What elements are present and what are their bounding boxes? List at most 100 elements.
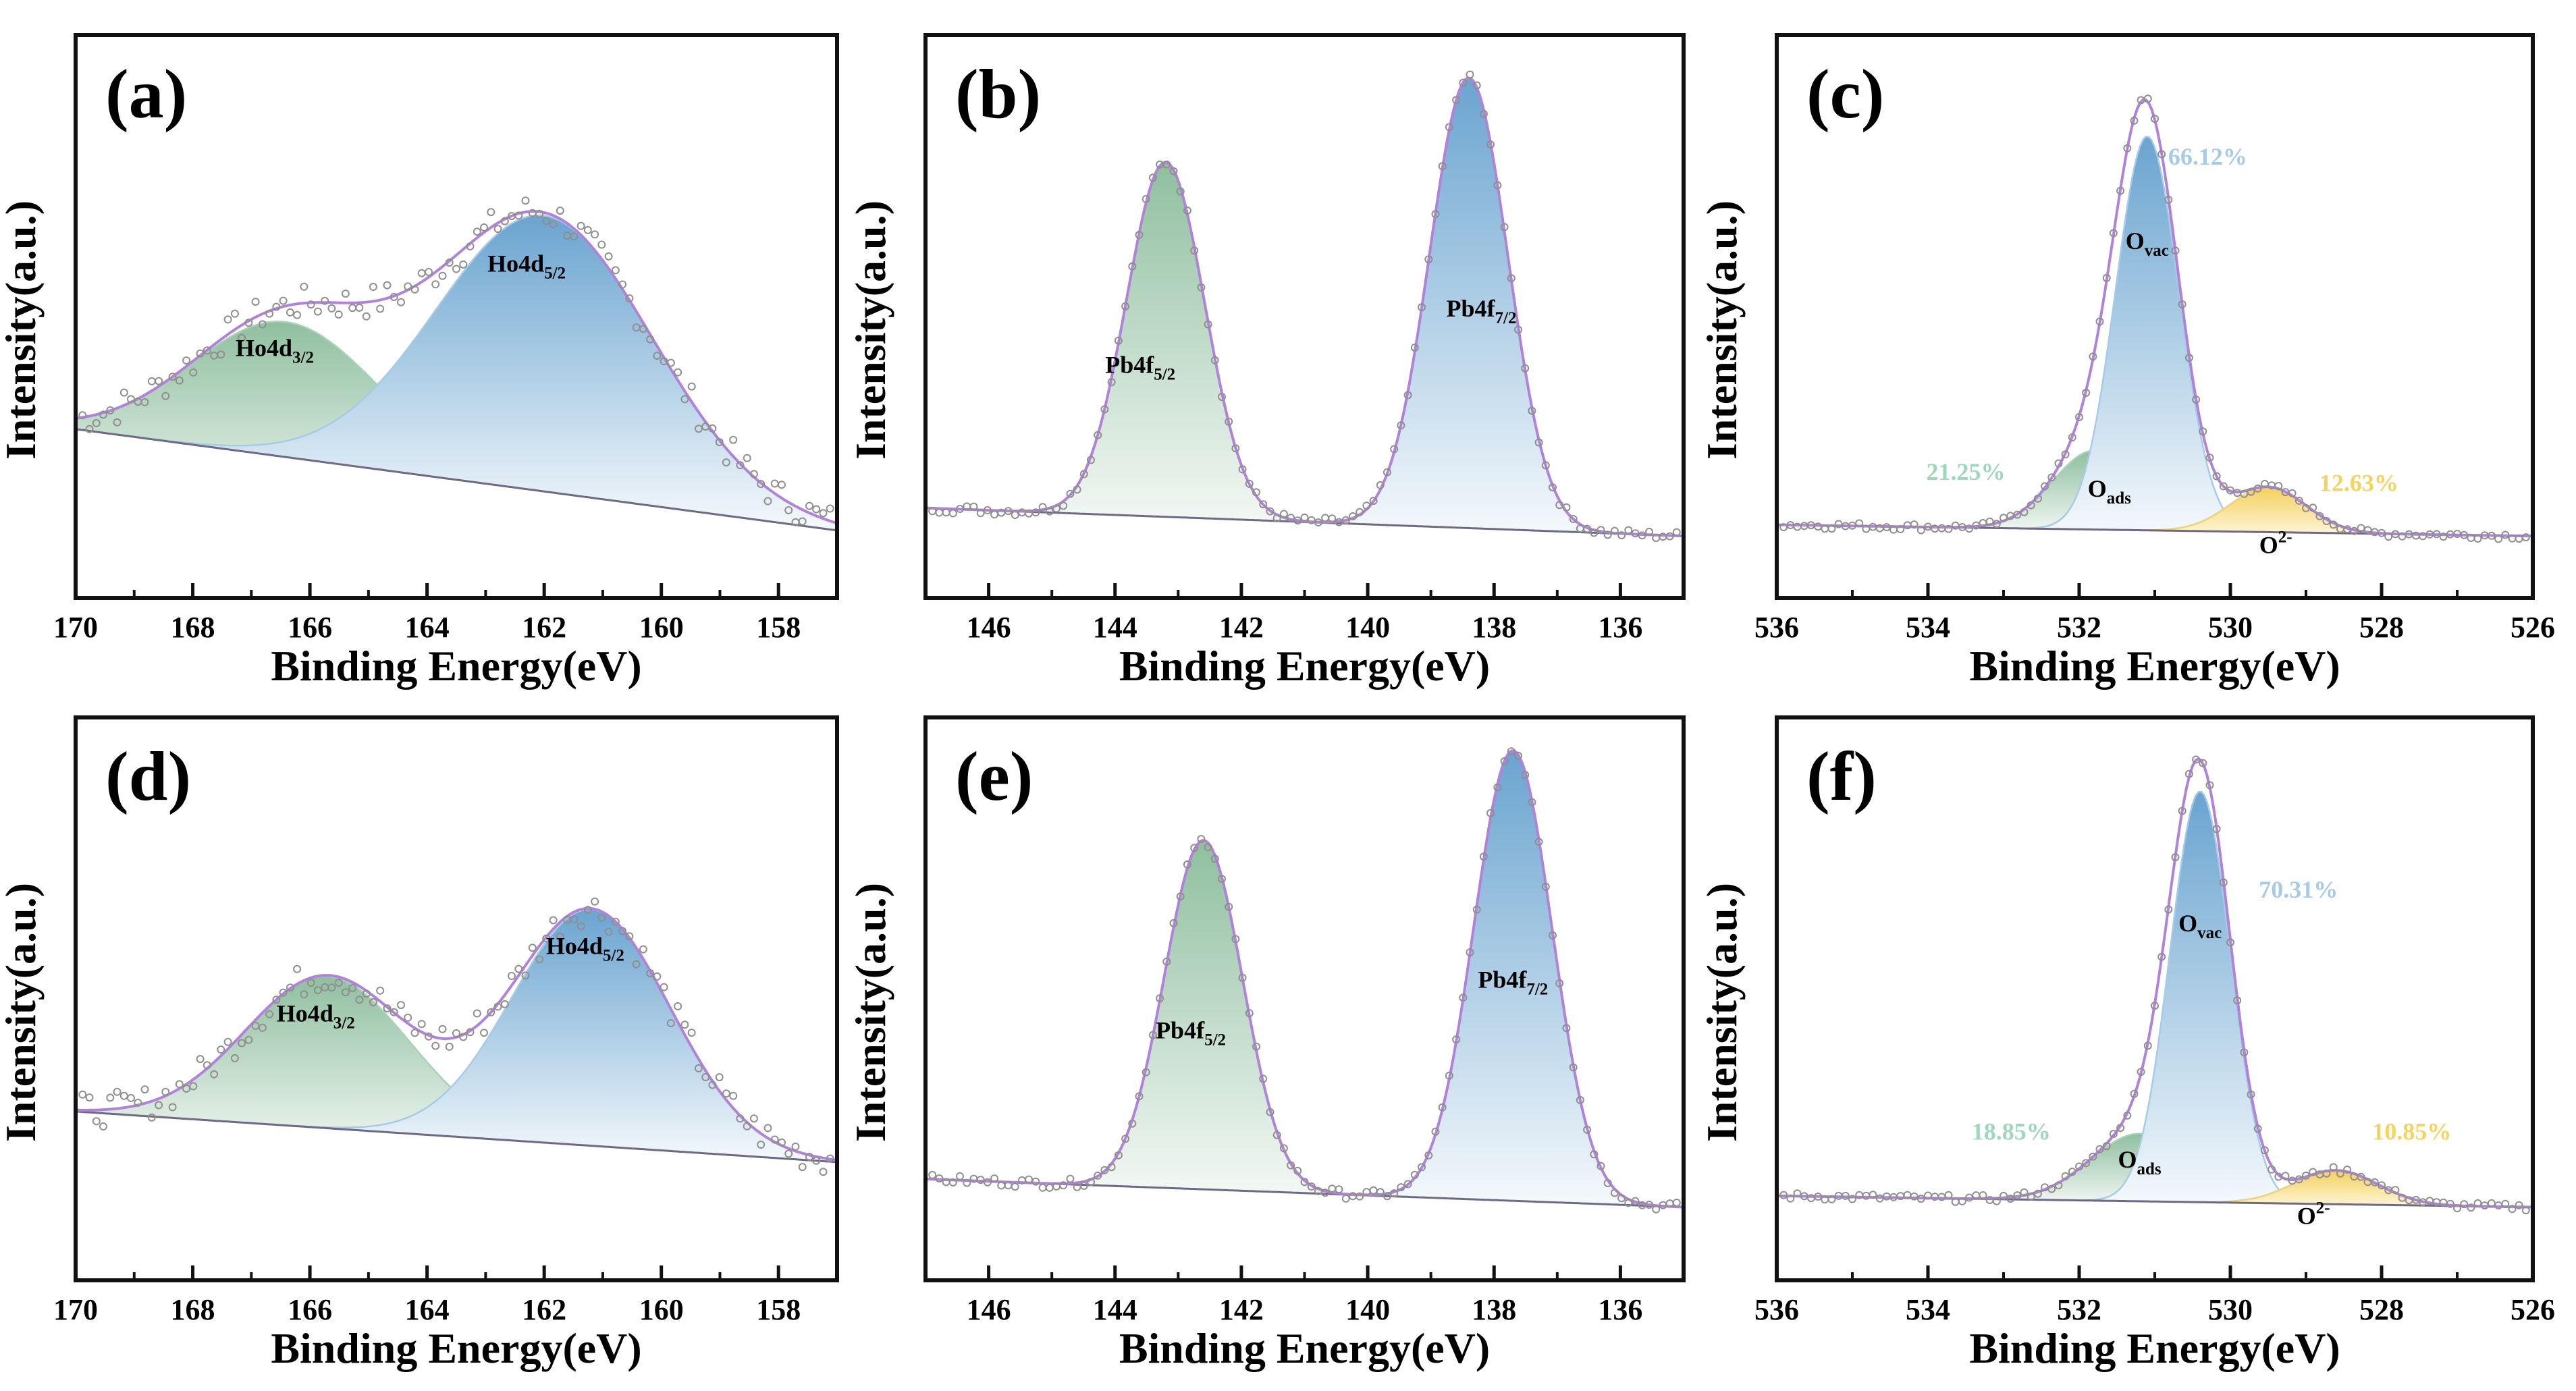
raw-point	[265, 309, 274, 318]
raw-point	[2322, 1169, 2331, 1178]
raw-point	[355, 303, 364, 312]
raw-point	[2164, 905, 2173, 914]
raw-point	[1293, 516, 1302, 525]
raw-point	[106, 1093, 115, 1102]
raw-point	[1390, 445, 1399, 454]
raw-point	[956, 1172, 964, 1180]
peak-label-main: Pb4f	[1478, 966, 1527, 993]
raw-point	[2095, 317, 2104, 326]
raw-point	[2357, 1172, 2365, 1181]
peak-label-sub: 5/2	[544, 264, 566, 282]
raw-point	[508, 972, 516, 980]
raw-point	[1507, 274, 1515, 283]
peak-label-sub: 7/2	[1495, 309, 1517, 327]
raw-point	[1162, 957, 1171, 966]
raw-point	[625, 294, 634, 302]
raw-point	[1321, 1189, 1330, 1197]
x-tick-label-e: 144	[1093, 1293, 1137, 1326]
raw-point	[2315, 512, 2324, 520]
panel-b: 146 144 142 140 138 136 Binding Energy(eV) Inte…	[847, 33, 1686, 690]
peak-label-main: O	[2178, 910, 2197, 937]
y-axis-label-e: Intensity(a.u.)	[847, 883, 894, 1142]
raw-point	[942, 508, 950, 517]
peak-label-sub: 2-	[2316, 1199, 2330, 1218]
raw-point	[2219, 878, 2228, 887]
raw-point	[2205, 454, 2214, 462]
peak-label-main: Ho4d	[236, 334, 292, 361]
raw-point	[2033, 494, 2042, 503]
peak-label-sub: 2-	[2278, 528, 2292, 546]
x-tick-label-d: 164	[405, 1293, 450, 1326]
raw-point	[1645, 1201, 1653, 1209]
raw-point	[189, 368, 198, 377]
raw-point	[1094, 431, 1102, 439]
panel-title-d: (d)	[105, 738, 191, 815]
raw-point	[1204, 320, 1212, 329]
raw-point	[321, 296, 329, 305]
raw-point	[1549, 931, 1557, 939]
raw-point	[1493, 783, 1502, 792]
raw-point	[127, 1093, 135, 1102]
raw-point	[417, 1020, 426, 1029]
raw-data-a	[78, 196, 834, 526]
x-tick-label-c: 532	[2057, 611, 2101, 644]
raw-point	[223, 315, 232, 324]
raw-point	[1100, 1166, 1109, 1174]
raw-point	[466, 1028, 475, 1037]
raw-point	[2027, 501, 2035, 510]
raw-point	[431, 1041, 440, 1050]
panel-title-c: (c)	[1806, 55, 1884, 133]
raw-point	[2143, 94, 2152, 103]
raw-point	[1073, 485, 1081, 494]
y-axis-label-d: Intensity(a.u.)	[0, 883, 45, 1142]
raw-point	[348, 304, 357, 312]
raw-point	[147, 377, 156, 385]
panel-title-f: (f)	[1806, 738, 1877, 815]
raw-point	[1507, 747, 1515, 756]
raw-point	[1079, 1182, 1088, 1190]
raw-point	[514, 964, 523, 973]
raw-point	[1369, 497, 1378, 506]
raw-point	[1514, 751, 1522, 760]
raw-point	[155, 377, 163, 385]
raw-point	[618, 927, 627, 935]
raw-point	[1944, 524, 1953, 533]
raw-point	[1218, 393, 1226, 401]
x-tick-label-e: 140	[1345, 1293, 1390, 1326]
peak-label-main: O	[2088, 475, 2107, 502]
raw-point	[1279, 510, 1288, 518]
raw-point	[2480, 1201, 2489, 1210]
raw-point	[2184, 769, 2193, 778]
raw-point	[743, 1122, 751, 1130]
raw-point	[1638, 531, 1646, 540]
raw-point	[556, 932, 564, 941]
x-tick-label-a: 162	[522, 611, 566, 644]
raw-point	[1486, 809, 1495, 817]
raw-point	[1079, 470, 1088, 479]
raw-point	[1335, 1185, 1343, 1194]
raw-point	[1786, 1194, 1795, 1203]
raw-point	[736, 1114, 745, 1123]
raw-point	[1617, 531, 1626, 540]
percentage-label-c-2: 12.63%	[2319, 470, 2398, 497]
raw-point	[327, 983, 336, 992]
peak-label-sub: 3/2	[292, 348, 314, 366]
raw-point	[127, 395, 135, 404]
plot-frame-d	[74, 715, 839, 1282]
raw-point	[1466, 948, 1474, 957]
raw-point	[1328, 514, 1337, 523]
raw-point	[459, 260, 468, 269]
peak-label-c-0: Oads	[2088, 475, 2131, 508]
raw-point	[431, 280, 440, 289]
raw-point	[514, 211, 523, 220]
raw-point	[653, 352, 662, 360]
raw-point	[2109, 1130, 2118, 1138]
raw-point	[639, 945, 647, 954]
peak-label-d-0: Ho4d3/2	[277, 1000, 355, 1032]
peak-label-main: Ho4d	[277, 1000, 333, 1027]
raw-point	[1011, 511, 1019, 519]
raw-point	[376, 304, 385, 313]
peak-label-e-0: Pb4f5/2	[1156, 1016, 1226, 1049]
raw-point	[1142, 1068, 1150, 1076]
raw-point	[265, 1010, 274, 1018]
